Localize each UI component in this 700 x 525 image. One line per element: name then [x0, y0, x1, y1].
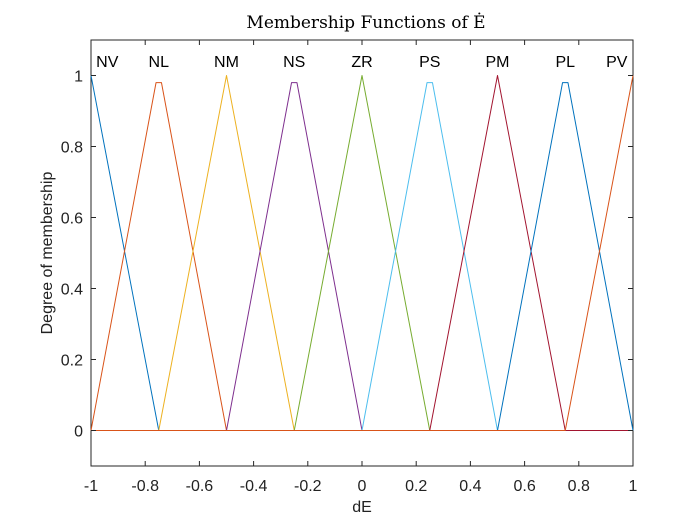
x-tick-label: 0.2 [405, 478, 427, 495]
x-axis-label: dE [352, 499, 372, 516]
chart-title: Membership Functions of Ė [246, 12, 485, 33]
y-tick-label: 0.8 [61, 140, 83, 157]
y-tick-label: 0.2 [61, 353, 83, 370]
x-tick-label: 1 [629, 478, 638, 495]
mf-label-pv: PV [606, 54, 628, 71]
x-tick-label: -0.4 [240, 478, 268, 495]
mf-label-nv: NV [96, 54, 119, 71]
x-tick-label: 0.8 [568, 478, 590, 495]
mf-label-pl: PL [555, 54, 575, 71]
mf-label-zr: ZR [351, 54, 372, 71]
plot-area: -1 -0.8 -0.6 -0.4 -0.2 0 0.2 0.4 0.6 0.8 1 0 0.2 0.4 0… [61, 39, 638, 495]
axes-box [90, 39, 634, 467]
mf-label-ns: NS [283, 54, 305, 71]
x-tick-label: -0.6 [186, 478, 214, 495]
x-tick-label: 0.6 [513, 478, 535, 495]
y-tick-label: 0 [74, 424, 83, 441]
y-tick-label: 1 [74, 69, 83, 86]
mf-label-pm: PM [486, 54, 510, 71]
x-tick-label: -0.2 [294, 478, 322, 495]
y-tick-label: 0.4 [61, 282, 83, 299]
mf-label-ps: PS [419, 54, 440, 71]
x-tick-label: 0 [358, 478, 367, 495]
mf-label-nm: NM [214, 54, 239, 71]
x-tick-label: 0.4 [459, 478, 481, 495]
mf-label-nl: NL [149, 54, 170, 71]
y-axis-label: Degree of membership [39, 172, 56, 335]
y-tick-label: 0.6 [61, 211, 83, 228]
x-tick-label: -0.8 [131, 478, 159, 495]
x-tick-label: -1 [84, 478, 98, 495]
series-line-pv [91, 75, 634, 431]
